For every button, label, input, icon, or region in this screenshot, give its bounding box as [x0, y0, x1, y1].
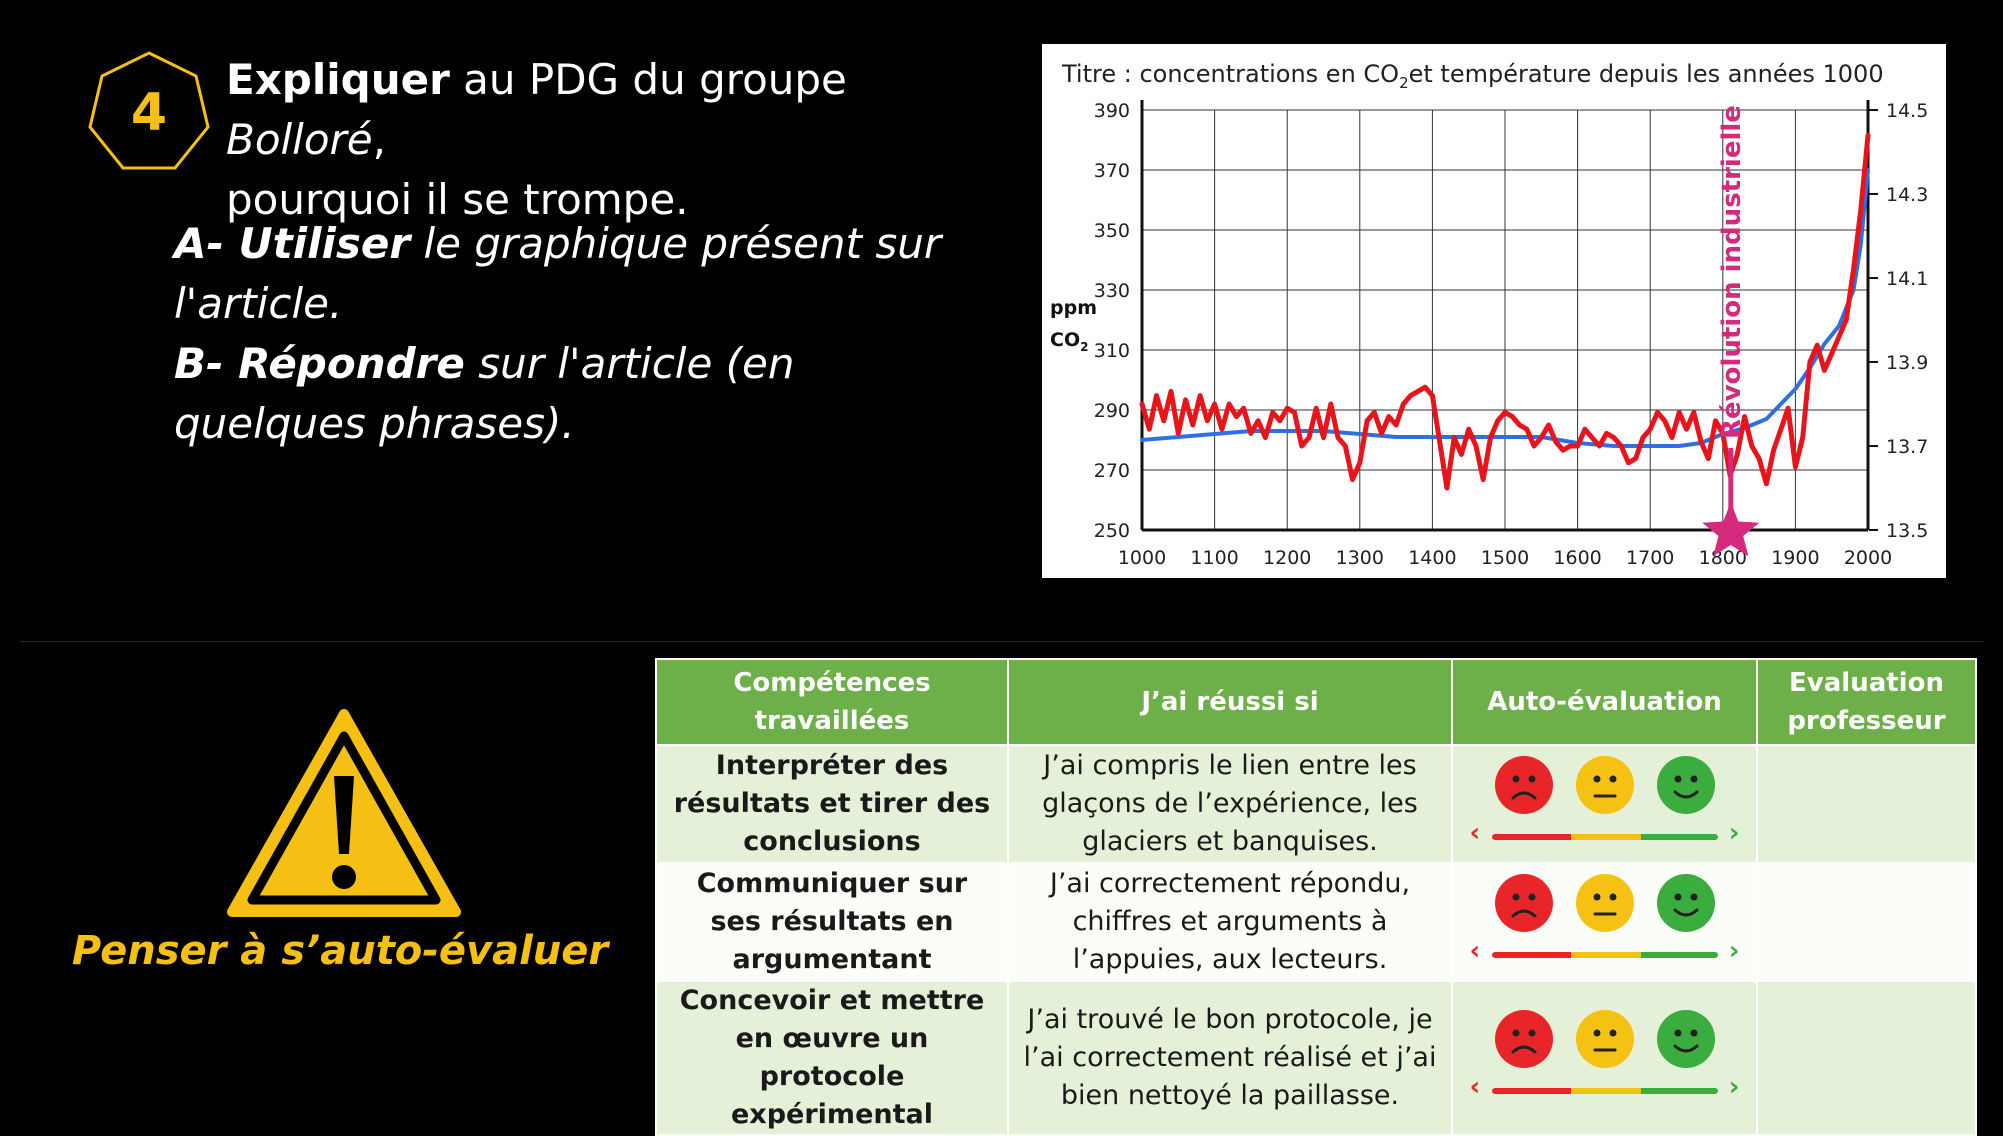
teacher-eval-cell[interactable]	[1756, 980, 1977, 1136]
section-divider	[20, 641, 1983, 642]
x-tick-label: 1400	[1408, 547, 1456, 569]
evaluation-gradient-bar: ‹ ›	[1470, 820, 1740, 848]
y-left-tick-label: 250	[1094, 520, 1130, 542]
step-b: B- Répondre sur l'article (en quelques p…	[174, 334, 954, 454]
warning-triangle-icon	[227, 709, 461, 917]
x-tick-label: 1300	[1336, 547, 1384, 569]
y-left-tick-label: 350	[1094, 220, 1130, 242]
heading-line2: pourquoi il se trompe.	[226, 175, 689, 224]
neutral-face-icon[interactable]	[1575, 756, 1634, 814]
y-right-tick-label: 13.9	[1886, 352, 1928, 374]
x-tick-label: 1700	[1626, 547, 1674, 569]
y-axis-label-co2: CO2	[1050, 329, 1088, 354]
y-left-tick-label: 270	[1094, 460, 1130, 482]
co2-series-line	[1140, 168, 1870, 448]
y-right-tick-label: 14.5	[1886, 100, 1928, 122]
header-reussi: J’ai réussi si	[1007, 658, 1453, 746]
y-left-tick-label: 290	[1094, 400, 1130, 422]
gradient-bar	[1491, 1088, 1718, 1094]
chart-svg: Titre : concentrations en CO2et températ…	[1050, 60, 1928, 569]
teacher-eval-cell[interactable]	[1756, 862, 1977, 982]
evaluation-gradient-bar: ‹ ›	[1470, 938, 1740, 966]
heading-company: Bolloré	[226, 115, 373, 164]
x-tick-label: 1600	[1553, 547, 1601, 569]
teacher-eval-cell[interactable]	[1756, 744, 1977, 864]
auto-eval-cell: ‹ ›	[1451, 744, 1758, 864]
heading-comma: ,	[372, 115, 387, 164]
question-heading: Expliquer au PDG du groupe Bolloré, pour…	[226, 50, 1006, 230]
gradient-bar	[1491, 952, 1718, 958]
y-right-tick-label: 14.3	[1886, 184, 1928, 206]
question-number: 4	[130, 83, 168, 143]
face-scale	[1463, 756, 1746, 814]
neutral-face-icon[interactable]	[1575, 874, 1634, 932]
y-right-tick-label: 13.7	[1886, 436, 1928, 458]
x-tick-label: 1500	[1481, 547, 1529, 569]
y-left-tick-label: 330	[1094, 280, 1130, 302]
sad-face-icon[interactable]	[1494, 756, 1553, 814]
y-axis-label: ppm	[1050, 297, 1097, 319]
self-evaluation-reminder: Penser à s’auto-évaluer	[71, 928, 609, 974]
face-scale	[1463, 874, 1746, 932]
chevron-left-icon: ‹	[1469, 936, 1481, 966]
auto-eval-cell: ‹ ›	[1451, 980, 1758, 1136]
heptagon-icon	[88, 51, 210, 170]
table-row: Communiquer sur ses résultats en argumen…	[655, 862, 1977, 982]
sad-face-icon[interactable]	[1494, 1010, 1553, 1068]
y-left-tick-label: 310	[1094, 340, 1130, 362]
neutral-face-icon[interactable]	[1575, 1010, 1634, 1068]
x-tick-label: 1900	[1771, 547, 1819, 569]
x-tick-label: 1100	[1190, 547, 1238, 569]
happy-face-icon[interactable]	[1656, 756, 1715, 814]
criteria-cell: J’ai trouvé le bon protocole, je l’ai co…	[1007, 980, 1453, 1136]
competence-table: Compétences travaillées J’ai réussi si A…	[655, 658, 1977, 1136]
warning-sign	[224, 706, 464, 921]
step-a-text: le graphique présent sur l'article.	[174, 219, 942, 328]
chart-title: Titre : concentrations en CO2et températ…	[1061, 60, 1884, 92]
chevron-right-icon: ›	[1728, 936, 1740, 966]
y-left-tick-label: 370	[1094, 160, 1130, 182]
step-b-verb: B- Répondre	[174, 339, 465, 388]
competence-cell: Interpréter des résultats et tirer des c…	[655, 744, 1009, 864]
x-tick-label: 1200	[1263, 547, 1311, 569]
co2-temperature-chart: Titre : concentrations en CO2et températ…	[1042, 44, 1946, 578]
heading-verb: Expliquer	[226, 55, 450, 104]
x-tick-label: 1000	[1118, 547, 1166, 569]
sad-face-icon[interactable]	[1494, 874, 1553, 932]
competence-cell: Communiquer sur ses résultats en argumen…	[655, 862, 1009, 982]
header-auto-eval: Auto-évaluation	[1451, 658, 1758, 746]
star-icon	[1702, 502, 1760, 557]
x-tick-label: 1800	[1699, 547, 1747, 569]
happy-face-icon[interactable]	[1656, 1010, 1715, 1068]
instructions: A- Utiliser le graphique présent sur l'a…	[174, 214, 954, 454]
criteria-cell: J’ai compris le lien entre les glaçons d…	[1007, 744, 1453, 864]
y-right-tick-label: 14.1	[1886, 268, 1928, 290]
header-competences: Compétences travaillées	[655, 658, 1009, 746]
competence-cell: Concevoir et mettre en œuvre un protocol…	[655, 980, 1009, 1136]
happy-face-icon[interactable]	[1656, 874, 1715, 932]
table-header-row: Compétences travaillées J’ai réussi si A…	[655, 658, 1977, 746]
auto-eval-cell: ‹ ›	[1451, 862, 1758, 982]
annotation-label: Révolution industrielle	[1717, 105, 1747, 439]
temperature-series-line	[1139, 132, 1871, 491]
table-row: Concevoir et mettre en œuvre un protocol…	[655, 980, 1977, 1136]
question-number-badge: 4	[86, 50, 212, 176]
step-b-text: sur l'article (en quelques phrases).	[174, 339, 795, 448]
table-row: Interpréter des résultats et tirer des c…	[655, 744, 1977, 864]
gradient-bar	[1491, 834, 1718, 840]
criteria-cell: J’ai correctement répondu, chiffres et a…	[1007, 862, 1453, 982]
chevron-right-icon: ›	[1728, 818, 1740, 848]
y-left-tick-label: 390	[1094, 100, 1130, 122]
step-a-verb: A- Utiliser	[174, 219, 411, 268]
evaluation-gradient-bar: ‹ ›	[1470, 1074, 1740, 1102]
chevron-left-icon: ‹	[1469, 1072, 1481, 1102]
x-tick-label: 2000	[1844, 547, 1892, 569]
face-scale	[1463, 1010, 1746, 1068]
chevron-left-icon: ‹	[1469, 818, 1481, 848]
heading-text: au PDG du groupe	[449, 55, 847, 104]
header-eval-prof: Evaluation professeur	[1756, 658, 1977, 746]
chevron-right-icon: ›	[1728, 1072, 1740, 1102]
y-right-tick-label: 13.5	[1886, 520, 1928, 542]
step-a: A- Utiliser le graphique présent sur l'a…	[174, 214, 954, 334]
